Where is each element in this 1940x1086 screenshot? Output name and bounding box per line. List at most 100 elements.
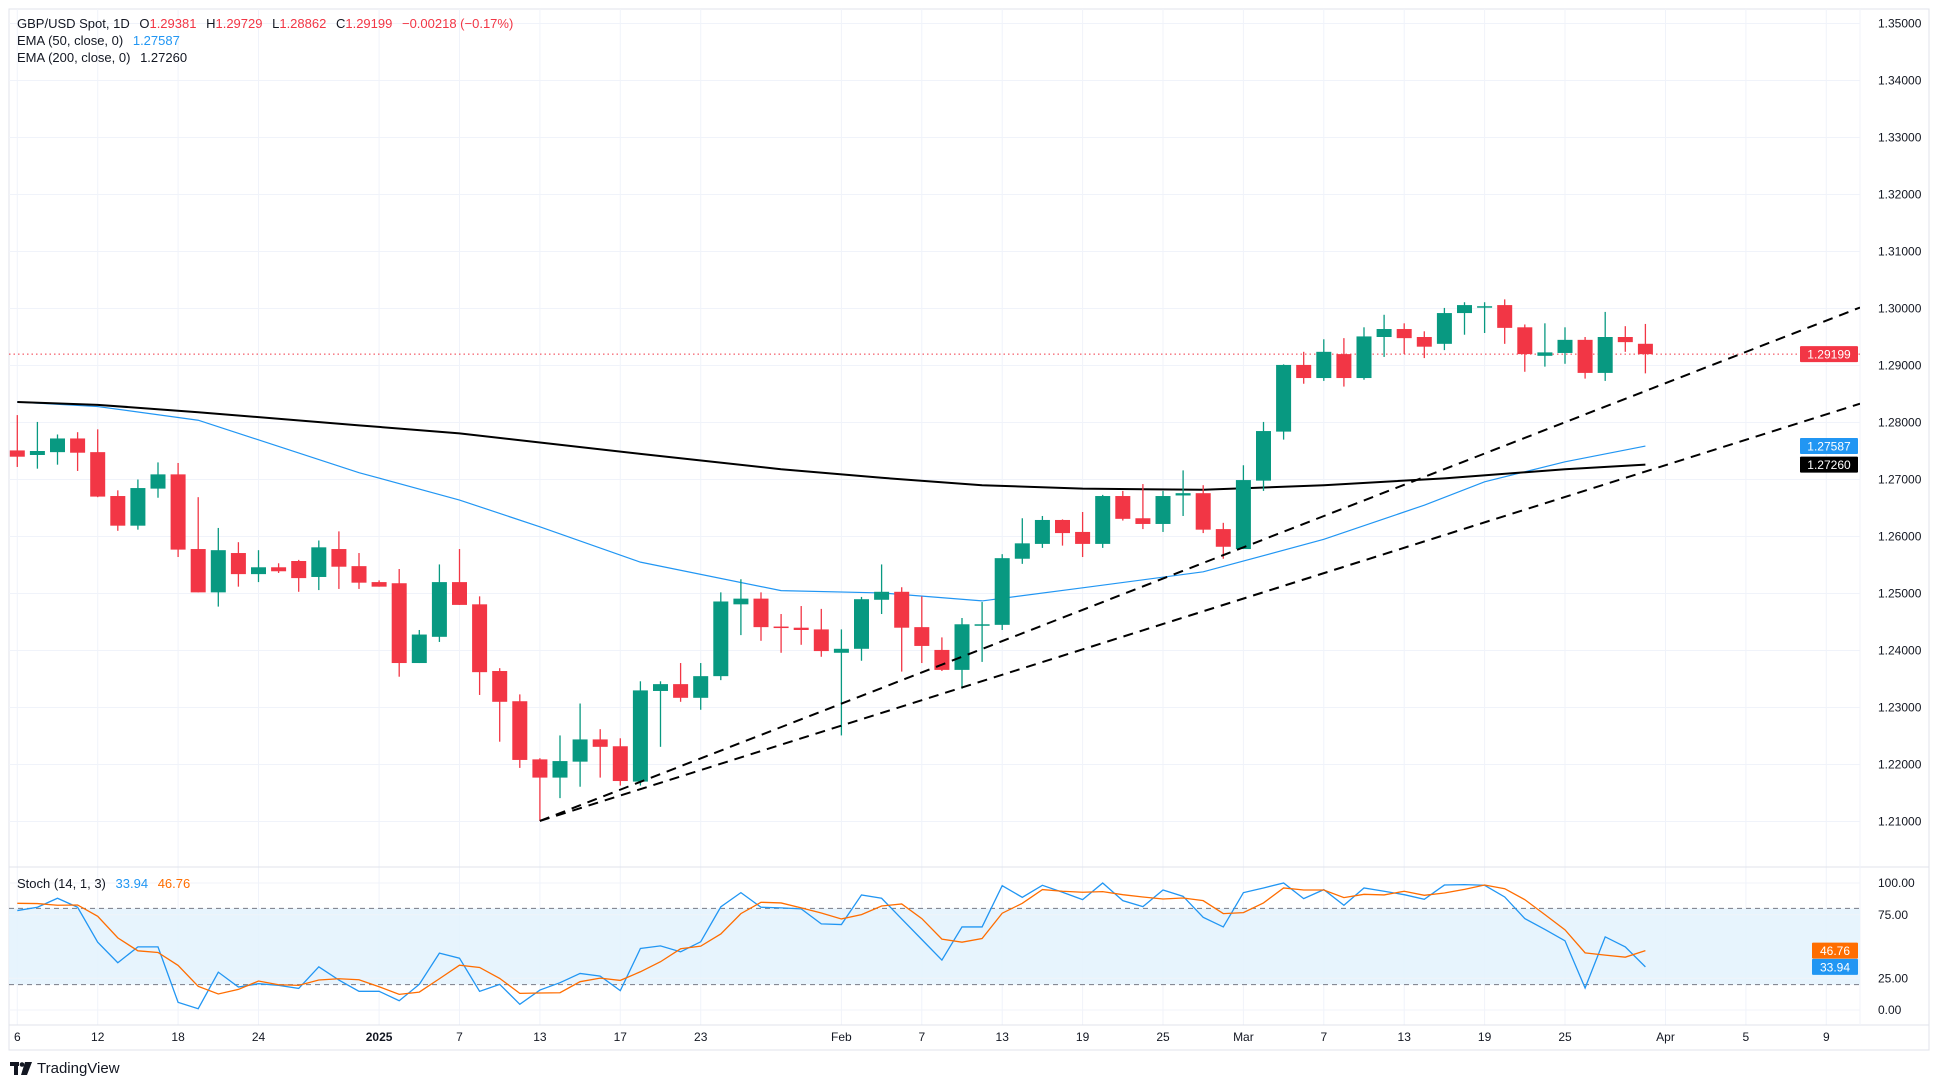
candle [291, 559, 307, 592]
candle-body [733, 598, 749, 605]
date-tick-label: 23 [694, 1030, 708, 1044]
candle-body [1637, 343, 1653, 355]
candle-body [1617, 337, 1633, 343]
candle-body [1215, 529, 1231, 547]
price-tick-label: 1.23000 [1878, 701, 1922, 715]
candle [1115, 490, 1131, 521]
stoch-d-line [17, 884, 1646, 996]
candle [110, 490, 126, 531]
date-tick-label: 19 [1076, 1030, 1090, 1044]
price-change: −0.00218 (−0.17%) [401, 16, 514, 31]
candle-body [50, 438, 65, 453]
stoch-tick-label: 100.00 [1878, 876, 1915, 890]
ema50-legend[interactable]: EMA (50, close, 0) 1.27587 [17, 33, 180, 49]
tradingview-logo[interactable]: TradingView [10, 1060, 120, 1077]
price-tick-label: 1.21000 [1878, 815, 1922, 829]
price-tick-label: 1.26000 [1878, 530, 1922, 544]
candle-body [1034, 519, 1050, 544]
date-tick-label: 6 [14, 1030, 21, 1044]
candle [1296, 351, 1312, 384]
date-tick-label: 13 [1398, 1030, 1412, 1044]
date-tick-label: 19 [1478, 1030, 1492, 1044]
candle-body [753, 598, 769, 628]
ema200-label: EMA (200, close, 0) [17, 50, 131, 65]
candle-body [934, 649, 950, 670]
candle [1517, 324, 1533, 372]
stoch-legend[interactable]: Stoch (14, 1, 3) 33.94 46.76 [17, 876, 190, 892]
candle-body [29, 451, 45, 455]
stoch-tick-label: 25.00 [1878, 971, 1908, 985]
date-tick-label: 13 [996, 1030, 1010, 1044]
candle [874, 564, 890, 615]
candle-body [1396, 329, 1412, 339]
trendline [539, 402, 1860, 822]
ema200-value: 1.27260 [140, 50, 188, 65]
candle [492, 668, 508, 742]
ema200-price-tag-bg [1800, 456, 1858, 473]
price-pane [9, 299, 1860, 822]
candle [1256, 421, 1271, 491]
stoch-tick-label: 0.00 [1878, 1003, 1902, 1017]
candle [753, 592, 769, 641]
candle-body [90, 452, 106, 497]
candle [210, 527, 226, 607]
candle-body [894, 591, 910, 628]
candle-body [1537, 352, 1553, 356]
candle-body [1075, 531, 1091, 544]
date-tick-label: Mar [1233, 1030, 1254, 1044]
candle-body [1115, 496, 1131, 519]
date-tick-label: 7 [1320, 1030, 1327, 1044]
stoch-axis: 100.00 75.00 25.00 0.00 [1878, 876, 1915, 1017]
ema50-value: 1.27587 [132, 33, 180, 48]
date-tick-label: 13 [533, 1030, 547, 1044]
candle-body [291, 561, 307, 579]
candle [230, 542, 246, 587]
stoch-k-tag: 33.94 [1820, 960, 1850, 974]
candle [1135, 484, 1151, 530]
candle-body [1577, 339, 1593, 373]
candle-body [1457, 305, 1472, 314]
date-axis: 6 12 18 24 2025 7 13 17 23 Feb 7 13 19 25 Mar 7 13 19 25 Ap… [14, 1030, 1830, 1044]
candle [1597, 311, 1613, 381]
candle-body [552, 761, 568, 778]
candle [1075, 511, 1091, 558]
candle [431, 564, 447, 642]
ohlc-close: 1.29199 [345, 16, 393, 31]
stoch-tick-label: 75.00 [1878, 908, 1908, 922]
candle-body [1296, 364, 1312, 379]
candle [1155, 490, 1171, 532]
ohlc-low-key: L [272, 16, 280, 31]
candle-body [1135, 518, 1151, 524]
candle-body [572, 739, 588, 762]
candle-body [1436, 313, 1452, 344]
trendline [539, 306, 1860, 822]
candle-body [110, 496, 126, 526]
candle [1477, 302, 1493, 334]
date-tick-label: 18 [171, 1030, 185, 1044]
date-tick-label: 17 [614, 1030, 628, 1044]
candle [552, 735, 568, 799]
candle [1235, 465, 1251, 550]
candle-body [472, 604, 488, 673]
ema200-legend[interactable]: EMA (200, close, 0) 1.27260 [17, 50, 187, 66]
price-axis: 1.35000 1.34000 1.33000 1.32000 1.31000 1.300… [9, 17, 1922, 829]
candle [190, 497, 206, 593]
candle [793, 606, 809, 645]
ema50-label: EMA (50, close, 0) [17, 33, 124, 48]
candle [1637, 323, 1653, 374]
candle [1577, 337, 1593, 379]
candle-body [1356, 336, 1372, 379]
candle-body [411, 634, 427, 664]
date-tick-label: 12 [91, 1030, 105, 1044]
candle [391, 568, 407, 677]
price-tick-label: 1.24000 [1878, 644, 1922, 658]
candle [632, 681, 648, 786]
candle-body [1175, 493, 1191, 496]
candle [1276, 364, 1292, 440]
date-tick-label: 9 [1823, 1030, 1830, 1044]
candle [512, 694, 528, 768]
candle [833, 629, 849, 736]
candle-body [612, 746, 628, 782]
candle-body [311, 547, 327, 577]
